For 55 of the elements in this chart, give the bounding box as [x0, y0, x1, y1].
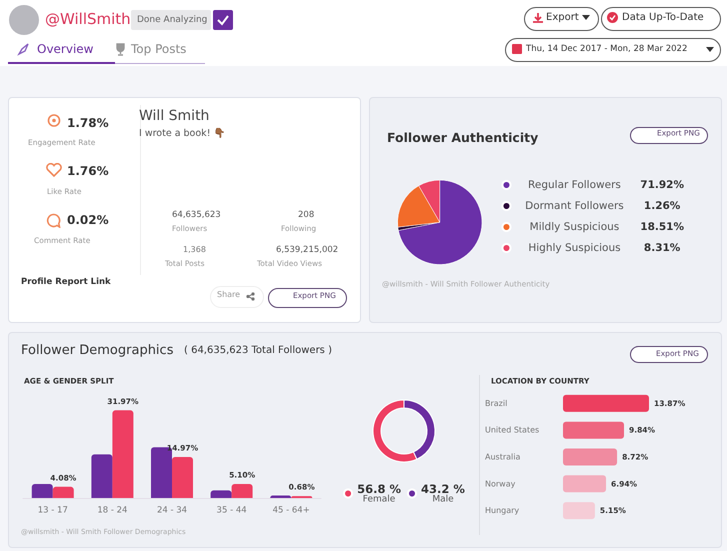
legend-label: Regular Followers: [528, 179, 621, 191]
text: Profile Report Link: [21, 277, 111, 287]
bar: [52, 486, 74, 498]
text: @WillSmith: [45, 10, 131, 28]
bar: [172, 456, 193, 498]
text: Thu, 14 Dec 2017 - Mon, 28 Mar 2022: [526, 44, 688, 54]
data-label: 56.8 %: [357, 482, 402, 496]
x-tick-label: 18 - 24: [97, 506, 128, 516]
data-label: 8.31%: [644, 242, 681, 254]
x-tick-label: 24 - 34: [156, 506, 188, 516]
text: Top Posts: [131, 42, 186, 56]
bar: [563, 422, 624, 439]
bar: [563, 502, 595, 520]
text: Data Up-To-Date: [622, 12, 704, 23]
y-tick-label: Norway: [485, 479, 516, 488]
text: ( 64,635,623 Total Followers ): [184, 345, 332, 356]
bar: [112, 410, 134, 498]
bar: [91, 454, 112, 498]
bar: [563, 448, 618, 466]
y-tick-label: Australia: [485, 452, 520, 462]
legend-label: Highly Suspicious: [528, 242, 621, 254]
bar: [563, 475, 606, 492]
bar: [210, 490, 232, 498]
x-tick-label: 45 - 64+: [272, 506, 310, 516]
legend-label: Mildly Suspicious: [530, 221, 620, 233]
text: 208: [298, 210, 314, 220]
text: 0.02%: [67, 213, 109, 227]
text: Done Analyzing: [137, 15, 208, 25]
text: 1.78%: [67, 116, 109, 130]
y-tick-label: United States: [485, 426, 540, 435]
data-label: 43.2 %: [421, 482, 466, 496]
x-tick-label: 13 - 17: [38, 506, 68, 516]
bar: [32, 484, 53, 498]
legend-label: Male: [432, 494, 454, 504]
text: 6,539,215,002: [276, 245, 338, 255]
text: 1.76%: [67, 164, 109, 178]
text: I wrote a book! 👇🏾: [139, 127, 226, 139]
y-tick-label: Hungary: [485, 506, 520, 516]
legend-label: Dormant Followers: [525, 200, 624, 212]
y-tick-label: Brazil: [485, 398, 508, 408]
x-tick-label: 35 - 44: [216, 506, 247, 516]
text: Follower Demographics: [21, 343, 174, 358]
text: 1,368: [183, 245, 206, 254]
data-label: 18.51%: [640, 221, 684, 233]
text: Overview: [37, 42, 94, 56]
data-label: 1.26%: [644, 200, 681, 212]
text: Share: [217, 290, 240, 299]
bar: [563, 394, 649, 412]
bar: [232, 484, 253, 498]
text: Will Smith: [139, 108, 210, 124]
chart-title: Follower Authenticity: [387, 130, 538, 145]
data-label: 71.92%: [640, 179, 684, 191]
text: 64,635,623: [172, 210, 221, 220]
legend-label: Female: [362, 494, 396, 504]
text: Export: [546, 12, 579, 23]
